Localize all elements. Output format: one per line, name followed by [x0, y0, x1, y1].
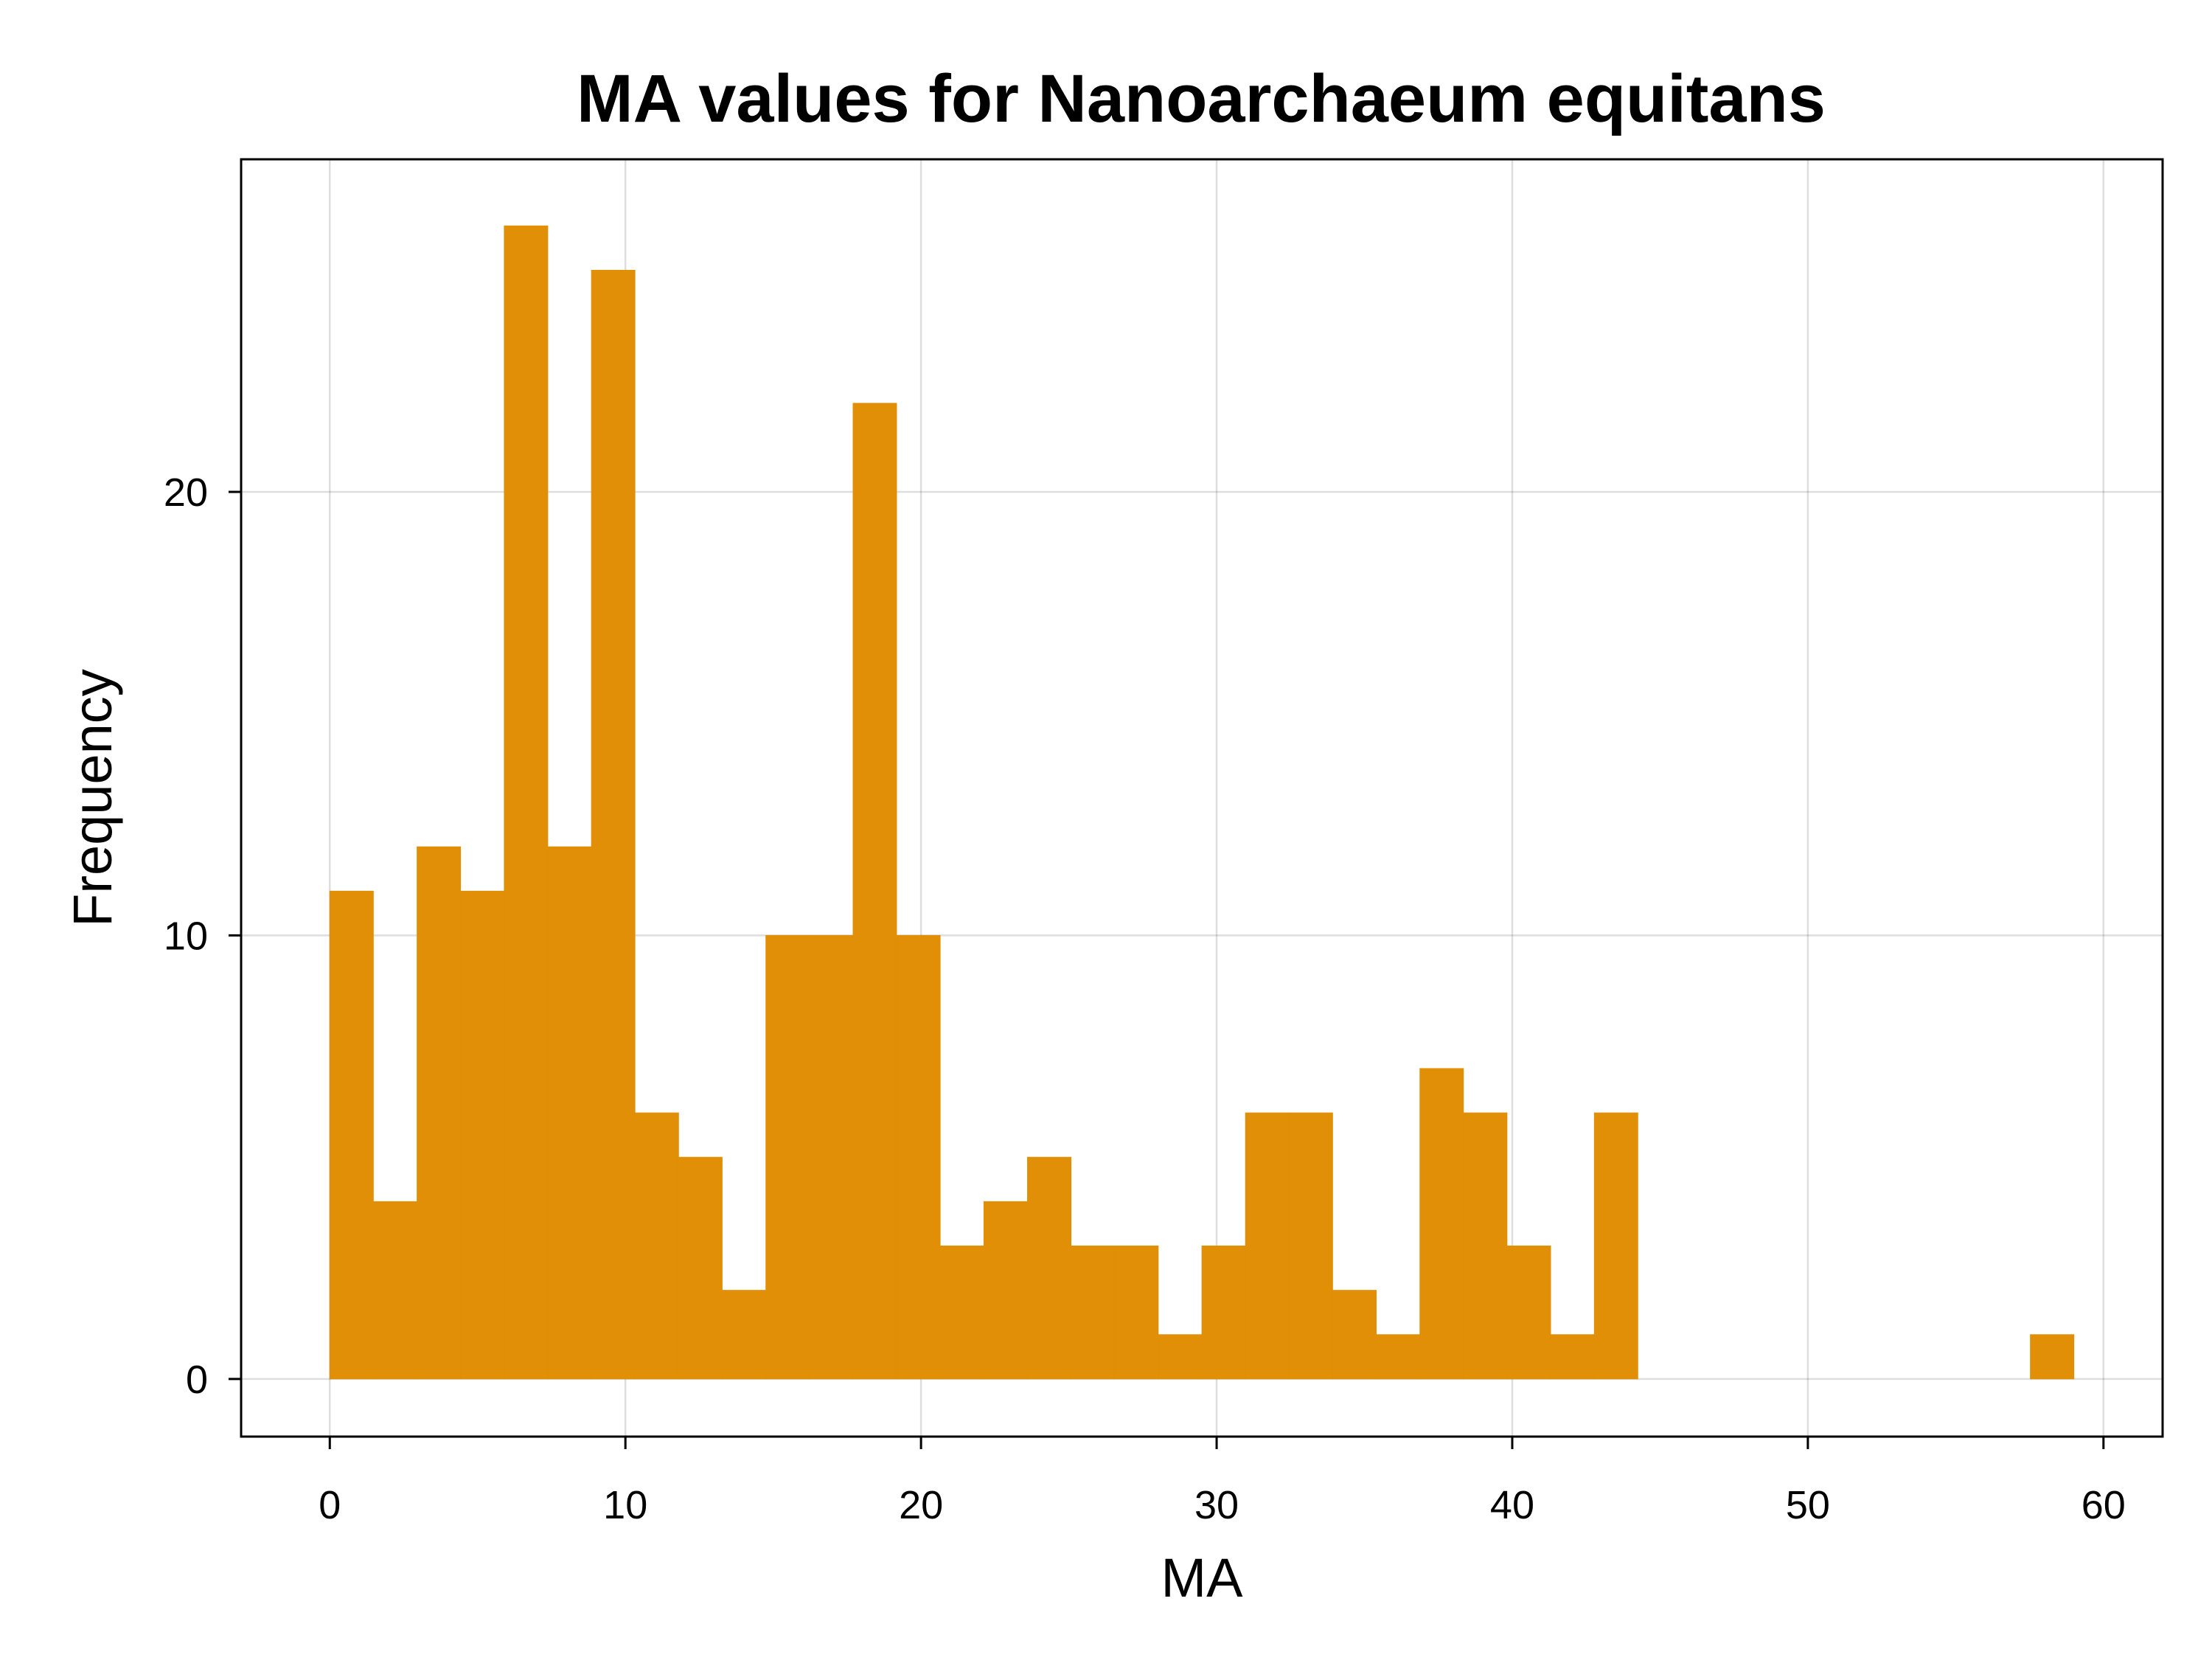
histogram-bar	[2030, 1334, 2075, 1380]
histogram-bar	[1332, 1290, 1377, 1380]
x-tick-label: 60	[2081, 1483, 2126, 1527]
histogram-bar	[1419, 1068, 1464, 1380]
y-tick-label: 20	[164, 471, 208, 515]
histogram-bar	[417, 846, 462, 1380]
x-tick-label: 10	[603, 1483, 647, 1527]
x-tick-label: 30	[1194, 1483, 1239, 1527]
plot-frame	[240, 158, 2164, 1438]
histogram-bar	[896, 935, 941, 1380]
y-tick-label: 10	[164, 914, 208, 958]
histogram-bar	[765, 935, 810, 1380]
x-tick-label: 50	[1786, 1483, 1830, 1527]
bars	[329, 225, 2075, 1380]
histogram-bar	[634, 1112, 679, 1380]
histogram-bar	[1463, 1112, 1508, 1380]
x-tick-label: 20	[899, 1483, 943, 1527]
histogram-bar	[547, 846, 592, 1380]
histogram-bar	[1550, 1334, 1595, 1380]
histogram-bar	[852, 403, 897, 1380]
x-axis-label: MA	[1161, 1547, 1244, 1608]
histogram-bar	[678, 1156, 723, 1380]
histogram-bar	[1158, 1334, 1203, 1380]
histogram-bar	[373, 1201, 417, 1380]
histogram-bar	[939, 1246, 984, 1380]
ticks: 0 10 20 30 40 50 60 0 10 20	[164, 471, 2126, 1527]
histogram-bar	[504, 225, 549, 1380]
histogram-bar	[809, 935, 854, 1380]
histogram-bar	[1071, 1246, 1116, 1380]
histogram-bar	[1245, 1112, 1290, 1380]
histogram-bar	[1506, 1246, 1551, 1380]
y-tick-label: 0	[186, 1358, 208, 1402]
chart-title: MA values for Nanoarchaeum equitans	[577, 61, 1826, 136]
histogram-bar	[1376, 1334, 1421, 1380]
x-tick-label: 0	[319, 1483, 341, 1527]
histogram-bar	[722, 1290, 767, 1380]
histogram-bar	[460, 890, 505, 1380]
histogram-bar	[329, 890, 374, 1380]
x-tick-label: 40	[1490, 1483, 1534, 1527]
histogram-bar	[983, 1201, 1028, 1380]
histogram-bar	[1027, 1156, 1071, 1380]
histogram-bar	[591, 269, 636, 1380]
histogram-bar	[1201, 1246, 1246, 1380]
y-axis-label: Frequency	[62, 669, 123, 927]
histogram-bar	[1114, 1246, 1159, 1380]
histogram-bar	[1288, 1112, 1333, 1380]
histogram-bar	[1593, 1112, 1638, 1380]
